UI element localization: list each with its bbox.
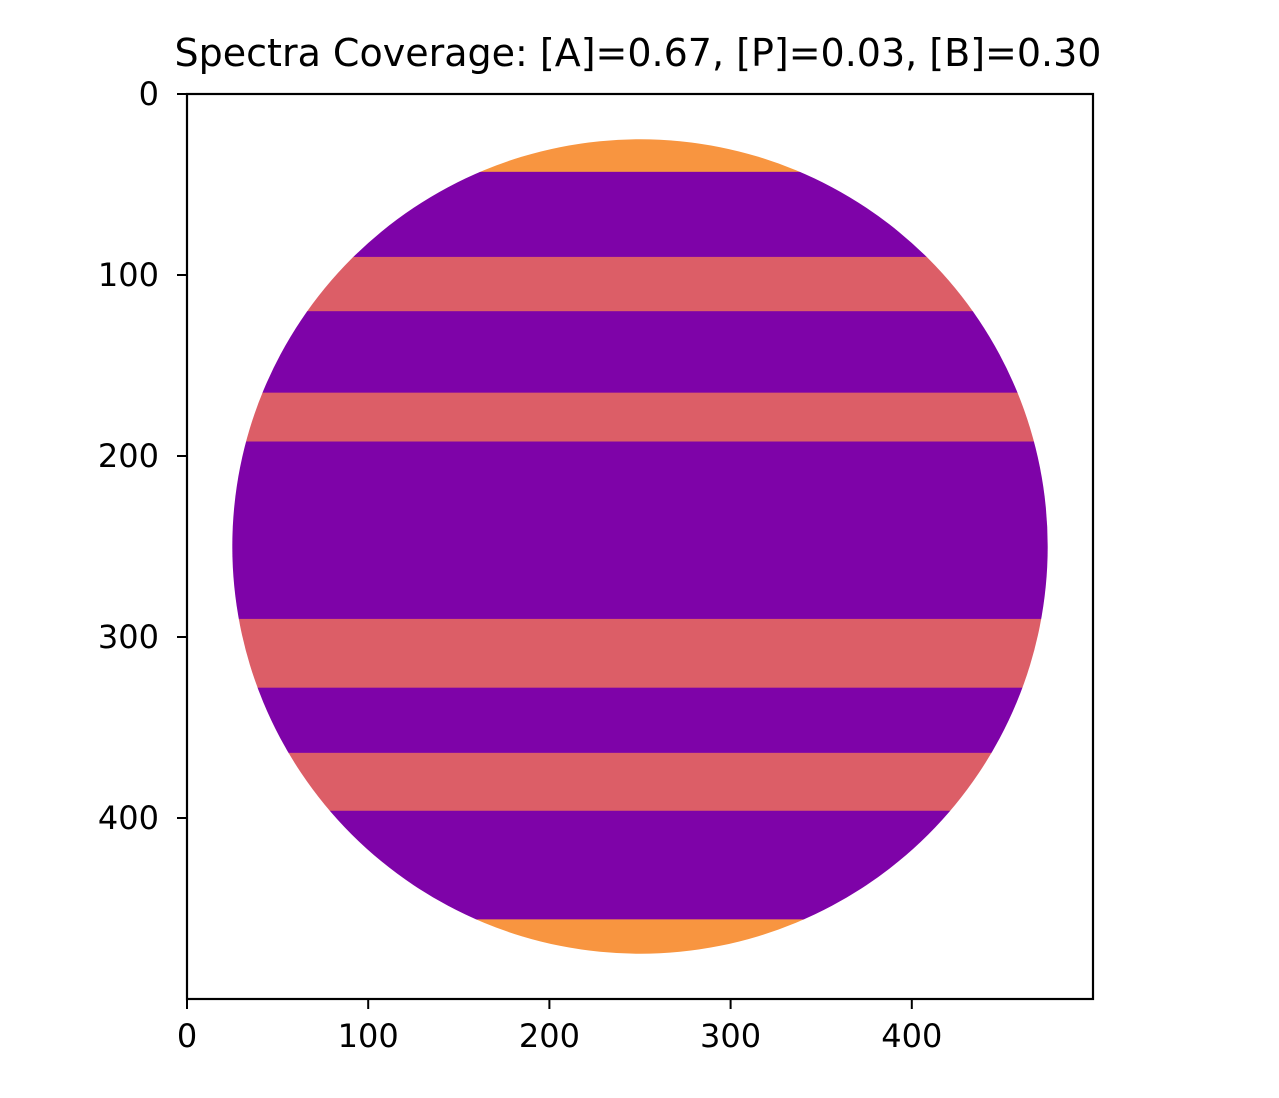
coverage-band bbox=[232, 311, 1048, 394]
axes-frame bbox=[185, 92, 1095, 1001]
y-tick-label: 0 bbox=[139, 75, 159, 113]
y-axis: 0 100 200 300 400 bbox=[98, 75, 187, 837]
y-tick-label: 400 bbox=[98, 799, 159, 837]
coverage-band bbox=[232, 752, 1048, 812]
coverage-band bbox=[232, 618, 1048, 689]
x-tick-label: 300 bbox=[700, 1017, 761, 1055]
y-tick-label: 300 bbox=[98, 618, 159, 656]
coverage-band bbox=[232, 441, 1048, 620]
chart-title: Spectra Coverage: [A]=0.67, [P]=0.03, [B… bbox=[175, 31, 1102, 75]
x-axis: 0 100 200 300 400 bbox=[177, 999, 942, 1055]
coverage-band bbox=[232, 256, 1048, 312]
y-tick-label: 200 bbox=[98, 437, 159, 475]
x-tick-label: 400 bbox=[881, 1017, 942, 1055]
x-tick-label: 200 bbox=[519, 1017, 580, 1055]
x-tick-label: 100 bbox=[338, 1017, 399, 1055]
x-tick-label: 0 bbox=[177, 1017, 197, 1055]
plot-area bbox=[185, 92, 1095, 1001]
y-tick-label: 100 bbox=[98, 256, 159, 294]
coverage-band bbox=[232, 392, 1048, 443]
coverage-band bbox=[232, 687, 1048, 754]
